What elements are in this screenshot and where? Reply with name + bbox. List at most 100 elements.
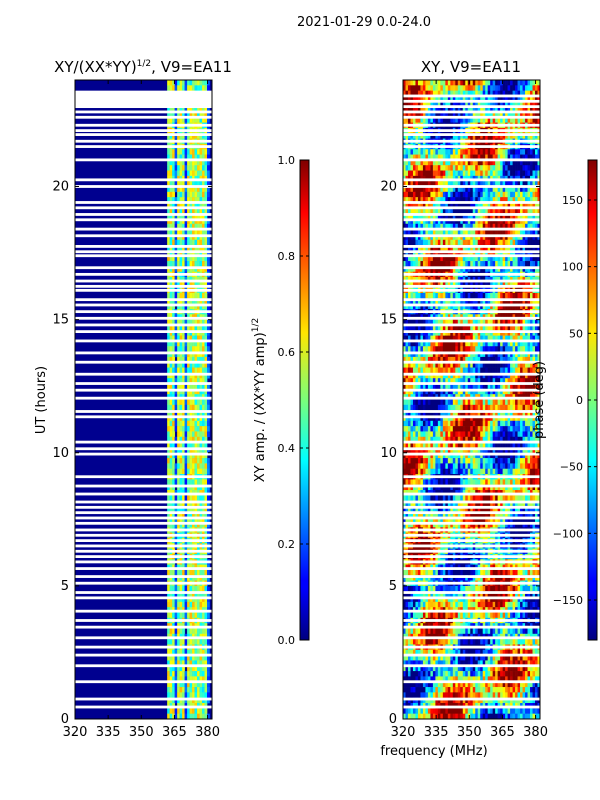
amplitude-cell [202, 207, 205, 214]
amplitude-cell [184, 213, 188, 219]
phase-cell [522, 186, 526, 193]
phase-cell [532, 106, 536, 113]
phase-cell [515, 229, 518, 235]
amplitude-cell [192, 660, 195, 667]
amplitude-cell [184, 319, 188, 326]
phase-cell [415, 213, 419, 219]
phase-cell [527, 181, 531, 187]
phase-cell [407, 234, 411, 241]
phase-cell [465, 346, 469, 352]
phase-cell [440, 229, 444, 235]
phase-cell [502, 255, 506, 262]
phase-cell [435, 319, 439, 326]
amplitude-cell [207, 298, 210, 304]
amplitude-cell [172, 181, 175, 187]
phase-cell [475, 245, 479, 251]
amplitude-cell [187, 293, 190, 299]
amplitude-cell [192, 399, 195, 406]
amplitude-cell [187, 197, 190, 203]
phase-cell [532, 255, 536, 262]
phase-cell [507, 293, 511, 299]
amplitude-cell [177, 234, 180, 241]
amplitude-cell [194, 149, 198, 155]
phase-cell [512, 154, 516, 161]
phase-cell [505, 101, 508, 107]
amplitude-cell [194, 223, 198, 230]
phase-cell [447, 261, 451, 267]
amplitude-cell [187, 191, 190, 198]
phase-cell [445, 266, 449, 273]
amplitude-cell [167, 404, 170, 411]
amplitude-cell [179, 687, 183, 693]
amplitude-cell [207, 649, 210, 656]
phase-cell [430, 255, 434, 262]
phase-cell [415, 335, 419, 342]
phase-cell [520, 335, 523, 342]
amplitude-cell [207, 591, 210, 597]
phase-cell [432, 319, 436, 326]
phase-cell [535, 303, 538, 310]
amplitude-cell [194, 154, 198, 161]
amplitude-cell [177, 447, 180, 454]
phase-cell [532, 340, 536, 347]
phase-cell [472, 106, 476, 113]
phase-cell [520, 229, 523, 235]
phase-cell [497, 351, 501, 358]
phase-cell [487, 202, 491, 209]
phase-cell [500, 159, 503, 166]
phase-cell [515, 250, 518, 257]
amplitude-cell [169, 340, 173, 347]
phase-cell [472, 298, 476, 304]
phase-cell [477, 330, 481, 336]
amplitude-cell [169, 521, 173, 528]
phase-cell [457, 85, 461, 91]
amplitude-cell [182, 399, 185, 406]
amplitude-cell [192, 202, 195, 209]
phase-cell [405, 202, 409, 209]
phase-cell [427, 133, 431, 139]
phase-cell [465, 298, 469, 304]
phase-cell [460, 106, 464, 113]
phase-cell [500, 149, 503, 155]
amplitude-cell [172, 351, 175, 358]
phase-cell [500, 255, 503, 262]
amplitude-cell [194, 324, 198, 331]
amplitude-cell [187, 495, 190, 501]
phase-cell [437, 159, 441, 166]
amplitude-cell [182, 665, 185, 672]
phase-cell [477, 165, 481, 171]
amplitude-cell [199, 165, 203, 171]
flagged-row [75, 396, 212, 400]
phase-cell [505, 250, 508, 257]
amplitude-cell [179, 612, 183, 619]
amplitude-cell [189, 346, 193, 352]
phase-cell [477, 340, 481, 347]
amplitude-cell [167, 410, 170, 416]
phase-cell [412, 298, 416, 304]
phase-cell [535, 159, 538, 166]
amplitude-cell [177, 442, 180, 448]
amplitude-cell [182, 250, 185, 257]
phase-cell [457, 106, 461, 113]
phase-cell [403, 197, 406, 203]
phase-cell [442, 95, 446, 102]
phase-cell [450, 351, 454, 358]
phase-cell [405, 165, 409, 171]
phase-cell [407, 298, 411, 304]
phase-cell [475, 335, 479, 342]
phase-cell [465, 191, 469, 198]
amplitude-cell [194, 346, 198, 352]
amplitude-cell [184, 447, 188, 454]
amplitude-cell [189, 149, 193, 155]
phase-cell [407, 111, 411, 118]
phase-cell [485, 250, 488, 257]
amplitude-cell [207, 713, 210, 719]
phase-cell [445, 149, 449, 155]
amplitude-cell [204, 676, 208, 683]
amplitude-cell [199, 692, 203, 699]
phase-cell [467, 181, 471, 187]
amplitude-cell [192, 250, 195, 257]
amplitude-cell [194, 362, 198, 368]
phase-cell [437, 298, 441, 304]
amplitude-cell [197, 649, 200, 656]
